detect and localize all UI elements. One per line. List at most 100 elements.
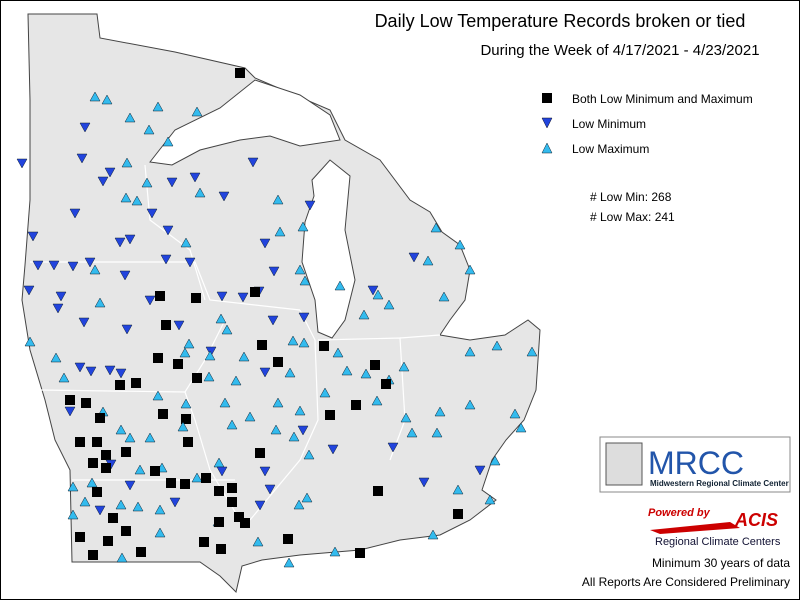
marker-both <box>155 291 165 301</box>
marker-low-min <box>79 122 91 133</box>
marker-both <box>95 413 105 423</box>
marker-low-max <box>115 499 127 510</box>
marker-low-min <box>173 320 185 331</box>
marker-low-min <box>327 444 339 455</box>
marker-low-max <box>284 367 296 378</box>
marker-both <box>92 437 102 447</box>
marker-low-max <box>274 226 286 237</box>
marker-both <box>381 379 391 389</box>
marker-both <box>75 532 85 542</box>
acis-swoosh <box>650 522 740 534</box>
count-low-min: # Low Min: 268 <box>590 190 672 204</box>
marker-low-max <box>162 136 174 147</box>
marker-low-max <box>400 412 412 423</box>
marker-low-max <box>124 112 136 123</box>
marker-low-min <box>114 237 126 248</box>
marker-both <box>201 473 211 483</box>
marker-low-min <box>52 303 64 314</box>
marker-low-max <box>115 424 127 435</box>
marker-low-max <box>183 338 195 349</box>
marker-both <box>351 400 361 410</box>
marker-low-min <box>247 157 259 168</box>
marker-both <box>235 68 245 78</box>
marker-low-min <box>205 346 217 357</box>
marker-low-max <box>154 504 166 515</box>
marker-low-max <box>341 365 353 376</box>
marker-low-min <box>387 442 399 453</box>
count-low-max: # Low Max: 241 <box>590 210 675 224</box>
marker-low-max <box>301 492 313 503</box>
marker-low-max <box>124 432 136 443</box>
marker-both <box>453 509 463 519</box>
legend-symbol-max <box>541 142 553 154</box>
marker-both <box>153 353 163 363</box>
marker-low-max <box>204 350 216 361</box>
marker-low-max <box>67 509 79 520</box>
marker-low-min <box>160 254 172 265</box>
marker-low-max <box>526 346 538 357</box>
legend-label: Low Maximum <box>572 142 649 156</box>
marker-low-max <box>244 411 256 422</box>
marker-both <box>192 373 202 383</box>
marker-low-max <box>120 192 132 203</box>
marker-low-max <box>121 157 133 168</box>
marker-both <box>283 534 293 544</box>
marker-low-max <box>180 237 192 248</box>
marker-both <box>161 320 171 330</box>
marker-low-max <box>89 91 101 102</box>
marker-both <box>370 360 380 370</box>
marker-low-min <box>267 315 279 326</box>
marker-low-max <box>464 346 476 357</box>
state-border <box>249 309 319 521</box>
marker-low-min <box>146 208 158 219</box>
marker-low-max <box>427 529 439 540</box>
marker-both <box>108 513 118 523</box>
marker-low-max <box>230 375 242 386</box>
marker-low-min <box>254 500 266 511</box>
marker-both <box>150 466 160 476</box>
marker-low-max <box>464 264 476 275</box>
marker-both <box>234 512 244 522</box>
marker-both <box>183 437 193 447</box>
marker-low-max <box>294 264 306 275</box>
marker-low-max <box>334 280 346 291</box>
marker-low-max <box>332 347 344 358</box>
marker-low-max <box>203 371 215 382</box>
marker-low-max <box>319 387 331 398</box>
marker-low-max <box>179 347 191 358</box>
marker-low-max <box>219 397 231 408</box>
marker-both <box>355 548 365 558</box>
marker-low-max <box>329 546 341 557</box>
marker-both <box>115 380 125 390</box>
marker-low-min <box>104 167 116 178</box>
marker-both <box>214 486 224 496</box>
marker-both <box>101 450 111 460</box>
marker-low-min <box>104 365 116 376</box>
marker-low-max <box>509 408 521 419</box>
marker-both <box>75 437 85 447</box>
marker-low-max <box>283 557 295 568</box>
marker-low-min <box>474 465 486 476</box>
marker-both <box>191 293 201 303</box>
marker-low-max <box>298 337 310 348</box>
mrcc-logo-name: MRCC <box>648 445 744 481</box>
marker-both <box>65 395 75 405</box>
footer-note: Minimum 30 years of data <box>652 556 790 570</box>
marker-low-min <box>115 368 127 379</box>
marker-low-max <box>238 351 250 362</box>
marker-low-max <box>152 390 164 401</box>
marker-low-max <box>434 406 446 417</box>
state-border <box>317 337 406 461</box>
marker-low-min <box>237 292 249 303</box>
marker-low-max <box>58 372 70 383</box>
marker-low-min <box>189 172 201 183</box>
marker-both <box>227 497 237 507</box>
marker-low-max <box>372 289 384 300</box>
marker-low-min <box>298 312 310 323</box>
marker-low-max <box>454 239 466 250</box>
marker-low-min <box>67 261 79 272</box>
marker-low-min <box>304 200 316 211</box>
lake-michigan <box>301 159 356 339</box>
marker-low-max <box>452 484 464 495</box>
marker-both <box>250 287 260 297</box>
